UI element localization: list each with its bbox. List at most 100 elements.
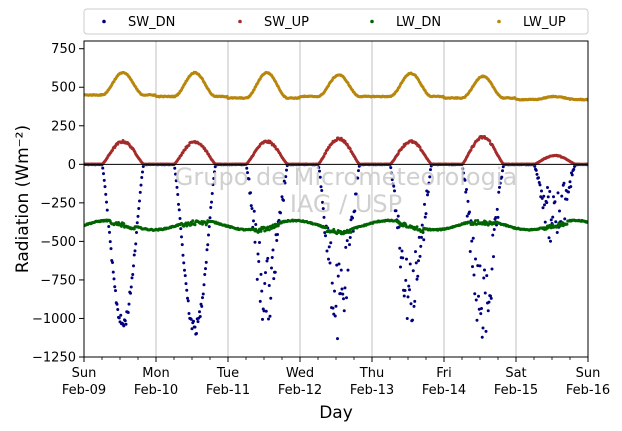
data-point xyxy=(401,256,405,260)
data-point xyxy=(423,202,426,206)
data-point xyxy=(132,253,136,257)
x-axis: Sun Feb-09 Mon Feb-10 Tue Feb-11 Wed Feb-12 Thu F… xyxy=(62,357,610,398)
data-point xyxy=(332,227,336,231)
y-tick-label: 0 xyxy=(68,158,76,173)
data-point xyxy=(570,173,574,177)
data-point xyxy=(114,289,117,293)
data-point xyxy=(345,296,348,300)
data-point xyxy=(272,277,276,281)
data-point xyxy=(565,222,569,226)
data-point xyxy=(485,274,489,278)
y-tick-label: 500 xyxy=(51,81,76,96)
data-point xyxy=(488,139,492,143)
legend-marker-lw-up xyxy=(497,19,501,24)
data-point xyxy=(117,316,121,320)
series-sw-up xyxy=(84,134,588,166)
data-point xyxy=(327,257,330,261)
data-point xyxy=(330,281,334,285)
data-point xyxy=(553,200,557,204)
data-point xyxy=(342,309,346,313)
data-point xyxy=(555,231,559,235)
data-point xyxy=(340,287,344,291)
data-point xyxy=(124,322,128,326)
data-point xyxy=(254,223,258,227)
data-point xyxy=(416,274,420,278)
data-point xyxy=(394,209,398,213)
x-tick-label-day: Sun xyxy=(576,366,601,381)
data-point xyxy=(101,166,105,170)
data-point xyxy=(108,230,111,234)
data-point xyxy=(348,236,352,240)
data-point xyxy=(549,218,553,222)
data-point xyxy=(423,215,427,219)
watermark-line-2: IAG / USP xyxy=(290,190,402,218)
data-point xyxy=(349,230,353,234)
data-point xyxy=(271,223,275,227)
data-point xyxy=(249,191,252,195)
data-point xyxy=(535,172,539,176)
data-point xyxy=(266,256,270,260)
data-point xyxy=(465,187,468,191)
data-point xyxy=(585,98,588,102)
data-point xyxy=(409,302,413,306)
data-point xyxy=(181,253,185,257)
data-point xyxy=(129,291,132,295)
data-point xyxy=(201,296,204,300)
data-point xyxy=(546,185,549,189)
data-point xyxy=(389,166,393,170)
data-point xyxy=(262,309,266,313)
data-point xyxy=(404,278,408,282)
y-tick-label: −1000 xyxy=(32,312,76,327)
y-tick-label: −500 xyxy=(40,235,76,250)
data-point xyxy=(466,199,470,203)
y-tick-label: 250 xyxy=(51,119,76,134)
data-point xyxy=(334,304,338,308)
data-point xyxy=(348,243,351,247)
data-point xyxy=(126,310,130,314)
data-point xyxy=(402,294,406,298)
data-point xyxy=(195,331,198,335)
data-point xyxy=(396,152,400,156)
data-point xyxy=(175,185,179,189)
data-point xyxy=(325,249,329,253)
data-point xyxy=(105,208,109,212)
y-tick-label: 750 xyxy=(51,42,76,57)
data-point xyxy=(329,241,333,245)
data-point xyxy=(534,168,538,172)
legend: SW_DN SW_UP LW_DN LW_UP xyxy=(83,8,589,35)
data-point xyxy=(205,248,209,252)
data-point xyxy=(390,178,394,182)
data-point xyxy=(180,235,183,239)
data-point xyxy=(567,190,570,194)
data-point xyxy=(353,209,357,213)
data-point xyxy=(585,220,588,224)
data-point xyxy=(135,230,138,234)
data-point xyxy=(189,317,193,321)
data-point xyxy=(282,198,285,202)
data-point xyxy=(549,239,552,243)
data-point xyxy=(201,222,204,226)
data-point xyxy=(269,296,273,300)
data-point xyxy=(491,233,495,237)
data-point xyxy=(186,299,190,303)
data-point xyxy=(185,288,189,292)
data-point xyxy=(472,273,476,277)
data-point xyxy=(275,239,279,243)
data-point xyxy=(260,289,264,293)
x-tick-label-day: Fri xyxy=(436,366,452,381)
data-point xyxy=(356,176,360,180)
data-point xyxy=(321,207,325,211)
data-point xyxy=(417,235,421,239)
y-tick-label: −750 xyxy=(40,273,76,288)
data-point xyxy=(198,310,201,314)
x-tick-label-date: Feb-16 xyxy=(566,383,610,398)
data-point xyxy=(543,220,547,224)
data-point xyxy=(267,283,271,287)
data-point xyxy=(396,214,400,218)
data-point xyxy=(498,181,502,185)
watermark-line-1: Grupo de Micrometeorologia xyxy=(175,163,517,191)
data-point xyxy=(489,294,492,298)
data-point xyxy=(123,319,127,323)
data-point xyxy=(134,242,138,246)
data-point xyxy=(429,168,432,172)
